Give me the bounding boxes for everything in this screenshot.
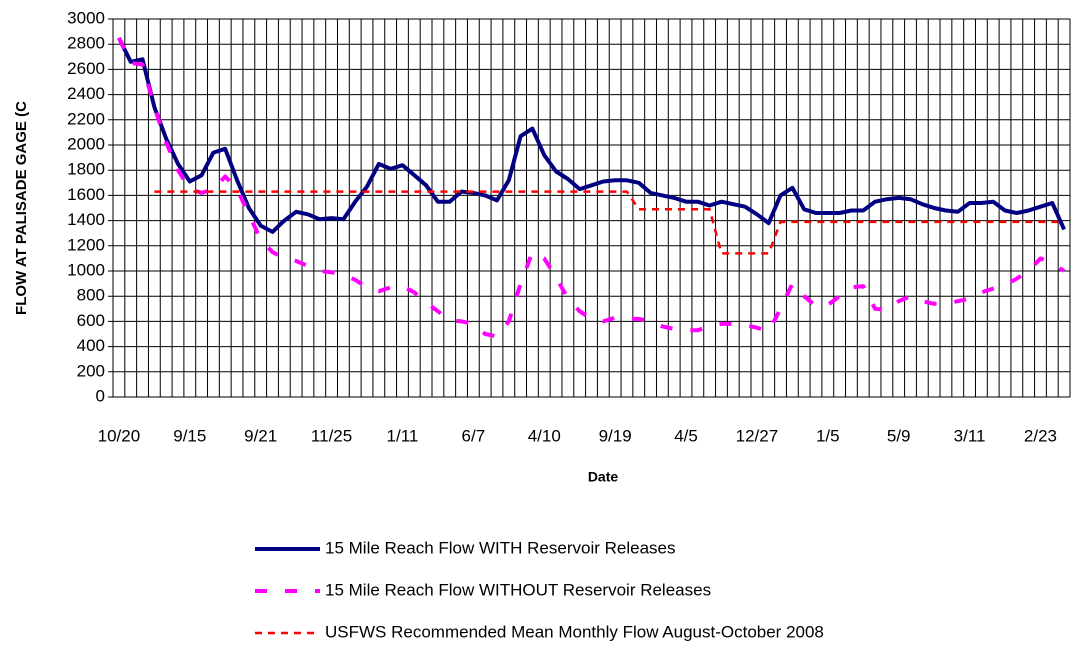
x-tick-label: 2/23 (1024, 426, 1057, 445)
y-tick-label: 3000 (67, 8, 105, 27)
x-tick-label: 4/10 (528, 426, 561, 445)
plot-border (112, 18, 1071, 398)
x-tick-label: 1/5 (816, 426, 840, 445)
y-tick-label: 1000 (67, 260, 105, 279)
y-tick-label: 2000 (67, 134, 105, 153)
legend-label: USFWS Recommended Mean Monthly Flow Augu… (325, 622, 824, 641)
x-axis-title: Date (588, 469, 619, 485)
y-tick-label: 0 (96, 386, 105, 405)
legend-label: 15 Mile Reach Flow WITHOUT Reservoir Rel… (325, 580, 711, 599)
x-tick-label: 4/5 (674, 426, 698, 445)
series-line (154, 190, 1065, 255)
x-tick-label: 1/11 (387, 426, 419, 445)
y-tick-label: 1600 (67, 185, 105, 204)
y-tick-label: 800 (77, 286, 105, 305)
y-tick-label: 2200 (67, 109, 105, 128)
y-tick-label: 200 (77, 361, 105, 380)
y-tick-label: 1200 (67, 235, 105, 254)
y-tick-label: 1400 (67, 210, 105, 229)
series-line (117, 37, 1066, 339)
y-tick-label: 2800 (67, 34, 105, 53)
x-tick-label: 9/21 (244, 426, 277, 445)
x-tick-label: 10/20 (98, 426, 141, 445)
x-tick-label: 12/27 (736, 426, 779, 445)
x-tick-label: 9/15 (173, 426, 206, 445)
y-tick-label: 400 (77, 336, 105, 355)
x-tick-label: 3/11 (954, 426, 986, 445)
y-tick-label: 2600 (67, 59, 105, 78)
series-line (117, 37, 1066, 234)
y-tick-label: 1800 (67, 160, 105, 179)
x-tick-label: 6/7 (462, 426, 486, 445)
legend-label: 15 Mile Reach Flow WITH Reservoir Releas… (325, 538, 676, 557)
y-tick-label: 600 (77, 311, 105, 330)
y-axis-title: FLOW AT PALISADE GAGE (C (13, 101, 30, 315)
x-tick-label: 9/19 (599, 426, 632, 445)
x-tick-label: 11/25 (311, 426, 352, 445)
y-tick-label: 2400 (67, 84, 105, 103)
x-tick-label: 5/9 (887, 426, 911, 445)
